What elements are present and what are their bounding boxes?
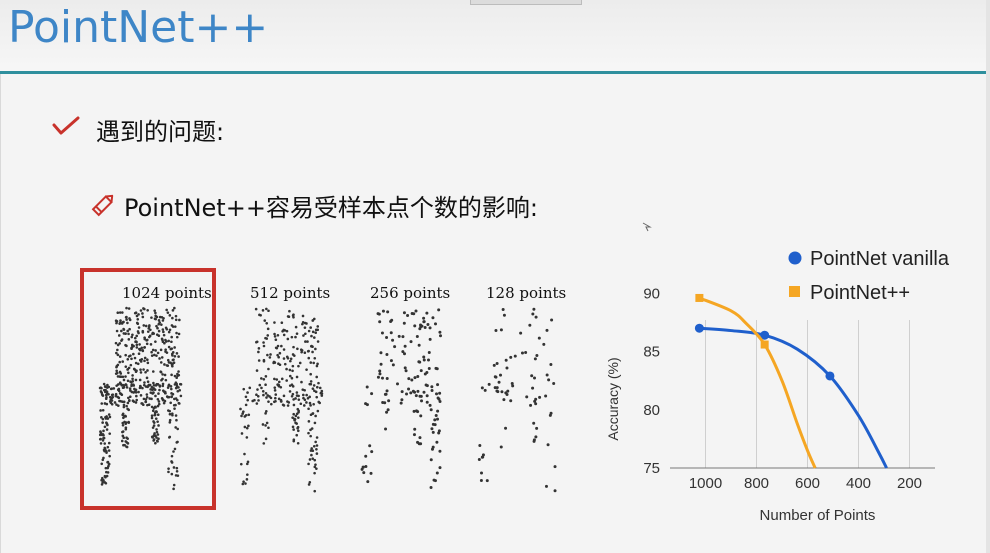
x-tick-label: 200 bbox=[897, 475, 922, 492]
label-256-points: 256 points bbox=[370, 284, 451, 302]
x-tick-label: 1000 bbox=[689, 475, 722, 492]
series-line-1 bbox=[698, 296, 817, 469]
check-icon bbox=[52, 116, 80, 135]
x-tick-label: 600 bbox=[795, 475, 820, 492]
y-tick-label: 90 bbox=[643, 285, 660, 302]
left-border bbox=[0, 74, 1, 553]
y-tick-label: 80 bbox=[643, 402, 660, 419]
legend-label: PointNet vanilla bbox=[810, 248, 950, 270]
chair-pointcloud-512 bbox=[239, 307, 324, 493]
chart-axes: 1000 800 600 400 200 90 85 80 75 Number of Points… bbox=[605, 285, 935, 524]
legend-swatch bbox=[789, 286, 800, 297]
data-point bbox=[695, 293, 704, 302]
y-tick-label: 85 bbox=[643, 344, 660, 361]
legend-swatch bbox=[788, 251, 802, 265]
chair-pointclouds bbox=[98, 306, 557, 493]
data-point bbox=[760, 340, 769, 349]
chart-series bbox=[694, 293, 888, 469]
slide-header bbox=[0, 0, 990, 74]
chair-pointcloud-128 bbox=[477, 307, 557, 493]
x-tick-label: 800 bbox=[744, 475, 769, 492]
label-128-points: 128 points bbox=[486, 284, 567, 302]
data-point bbox=[825, 371, 835, 381]
bullet-problem: 遇到的问题: bbox=[96, 118, 225, 146]
highlight-box-1024 bbox=[80, 268, 216, 510]
accuracy-chart: 1000 800 600 400 200 90 85 80 75 Number of Points… bbox=[605, 248, 950, 524]
right-border bbox=[986, 0, 990, 553]
series-line-0 bbox=[699, 326, 888, 469]
label-512-points: 512 points bbox=[250, 284, 331, 302]
chair-pointcloud-1024 bbox=[98, 306, 183, 491]
label-1024-points: 1024 points bbox=[122, 284, 212, 302]
chair-pointcloud-256 bbox=[360, 308, 443, 489]
mouse-cursor-icon bbox=[642, 222, 652, 232]
x-axis-label: Number of Points bbox=[760, 507, 876, 524]
title-divider bbox=[0, 71, 990, 74]
window-tab-handle[interactable] bbox=[470, 0, 582, 5]
y-tick-label: 75 bbox=[643, 460, 660, 477]
chair-pointcloud-figure: 1024 points 512 points 256 points 128 po… bbox=[80, 268, 580, 518]
legend-label: PointNet++ bbox=[810, 282, 910, 304]
pencil-icon bbox=[91, 194, 114, 217]
slide-title: PointNet++ bbox=[8, 2, 269, 53]
bullet-sample-sensitivity: PointNet++容易受样本点个数的影响: bbox=[124, 194, 539, 222]
data-point bbox=[694, 323, 704, 333]
data-point bbox=[760, 330, 770, 340]
y-axis-label: Accuracy (%) bbox=[605, 357, 621, 440]
x-tick-label: 400 bbox=[846, 475, 871, 492]
chart-grid bbox=[705, 320, 910, 468]
chart-legend: PointNet vanilla PointNet++ bbox=[788, 248, 950, 304]
